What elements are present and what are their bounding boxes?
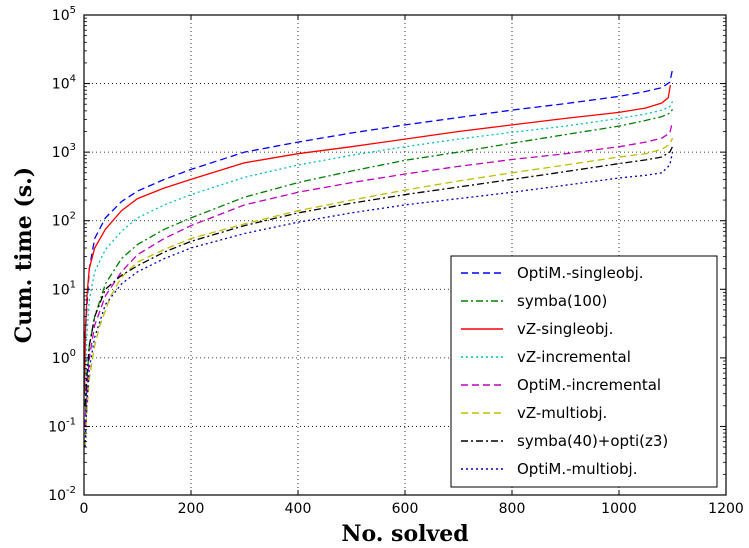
legend-label: OptiM.-incremental xyxy=(517,376,661,394)
legend-label: vZ-singleobj. xyxy=(517,320,613,338)
x-tick-label: 1000 xyxy=(601,501,637,517)
axis-ticks: 0 200 400 600 800 1000 1200 10-2 10-1 100 101 102 10… xyxy=(48,5,744,517)
y-tick-label: 10-2 xyxy=(48,485,76,504)
legend: OptiM.-singleobj. symba(100) vZ-singleobj.… xyxy=(450,255,718,488)
legend-label: vZ-incremental xyxy=(517,348,631,366)
y-tick-label: 103 xyxy=(52,142,76,161)
series-lines xyxy=(83,69,674,448)
legend-label: vZ-multiobj. xyxy=(517,404,607,422)
y-tick-label: 104 xyxy=(52,74,76,93)
x-tick-label: 1200 xyxy=(708,501,744,517)
legend-label: OptiM.-singleobj. xyxy=(517,264,644,282)
series-line xyxy=(84,109,674,427)
legend-label: symba(100) xyxy=(517,292,607,310)
y-tick-label: 10-1 xyxy=(48,416,76,435)
y-tick-label: 105 xyxy=(52,5,76,24)
y-tick-label: 101 xyxy=(52,279,76,298)
y-tick-label: 100 xyxy=(52,348,76,367)
legend-label: symba(40)+opti(z3) xyxy=(517,432,668,450)
x-tick-label: 0 xyxy=(80,501,89,517)
series-line xyxy=(83,84,672,394)
legend-label: OptiM.-multiobj. xyxy=(517,460,637,478)
series-line xyxy=(84,151,674,448)
x-axis-title: No. solved xyxy=(341,521,468,547)
y-axis-title: Cum. time (s.) xyxy=(11,167,37,343)
y-tick-label: 102 xyxy=(52,211,76,230)
x-tick-label: 600 xyxy=(392,501,419,517)
series-line xyxy=(84,137,674,448)
x-tick-label: 800 xyxy=(499,501,526,517)
series-line xyxy=(84,101,674,406)
series-line xyxy=(84,121,674,427)
series-line xyxy=(84,69,674,338)
legend-box xyxy=(450,255,718,488)
x-tick-label: 400 xyxy=(285,501,312,517)
series-line xyxy=(84,146,674,406)
x-tick-label: 200 xyxy=(178,501,205,517)
